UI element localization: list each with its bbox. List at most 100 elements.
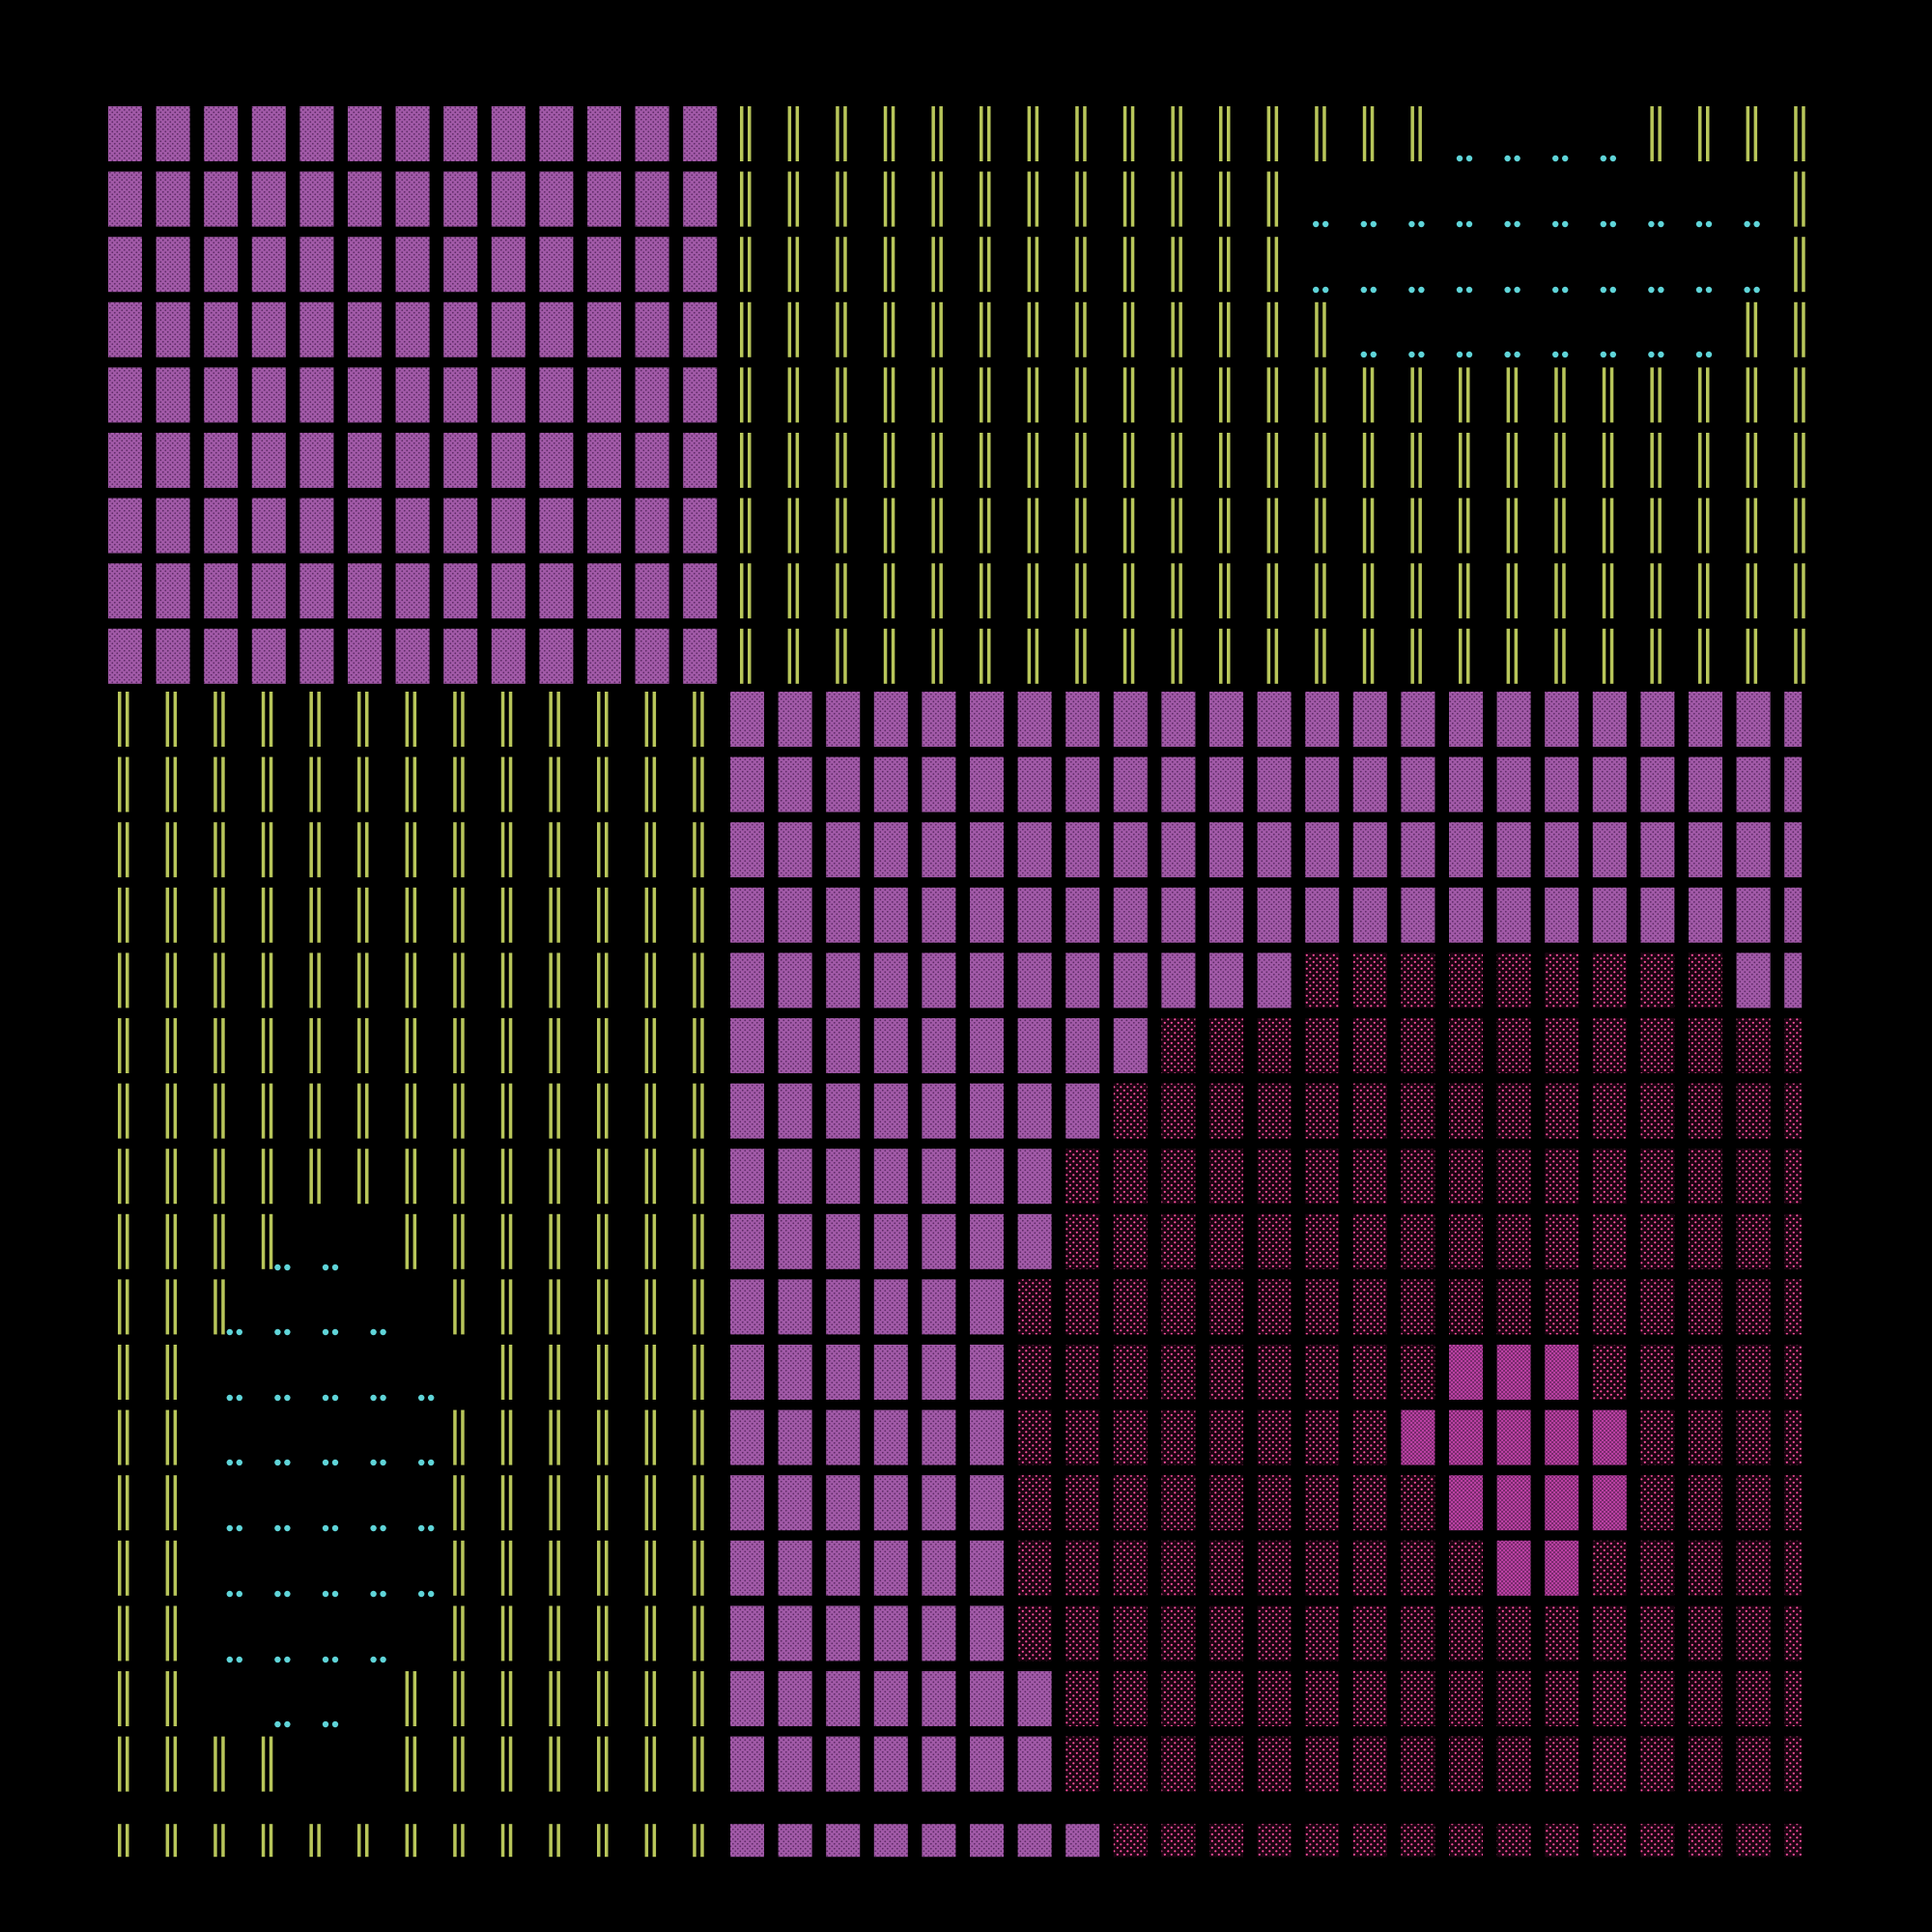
crimson-tile [1257, 1605, 1292, 1662]
double-bar [1266, 563, 1279, 619]
violet-tile [251, 628, 286, 684]
double-bar [1171, 628, 1182, 684]
violet-tile [778, 1279, 812, 1335]
crimson-tile [1449, 1018, 1483, 1073]
double-bar [309, 952, 321, 1009]
double-bar [693, 1279, 704, 1335]
violet-tile [587, 563, 621, 619]
crimson-tile [1401, 1213, 1435, 1269]
crimson-tile [1592, 1671, 1627, 1726]
violet-tile [491, 301, 526, 357]
violet-tile [348, 237, 382, 293]
dot-pair [1600, 351, 1617, 358]
double-bar [261, 1083, 273, 1139]
double-bar [453, 756, 465, 812]
double-bar [693, 1671, 704, 1726]
crimson-tile [1161, 1475, 1196, 1531]
crimson-tile [1065, 1671, 1100, 1726]
dot-pair [322, 1264, 339, 1271]
crimson-tile [1592, 1345, 1627, 1400]
violet-tile [778, 1409, 812, 1465]
dot-pair [322, 1328, 339, 1336]
violet-tile [587, 237, 621, 293]
violet-tile [1545, 887, 1579, 943]
crimson-tile [1017, 1345, 1052, 1400]
double-bar [500, 1824, 513, 1858]
double-bar [118, 1083, 129, 1139]
double-bar [405, 756, 417, 812]
double-bar [1266, 497, 1279, 554]
double-bar [405, 1671, 417, 1726]
double-bar [597, 1083, 609, 1139]
double-bar [165, 1409, 178, 1465]
dot-pair [226, 1656, 242, 1663]
crimson-tile [1689, 1540, 1722, 1596]
violet-tile [922, 822, 956, 878]
double-bar [1362, 106, 1375, 161]
double-bar [165, 1149, 178, 1205]
dot-pair [1504, 286, 1520, 294]
double-bar [931, 171, 943, 227]
dot-pair [1360, 286, 1378, 294]
violet-tile [778, 1605, 812, 1662]
violet-tile [204, 367, 239, 423]
violet-tile [970, 1149, 1004, 1205]
double-bar [980, 106, 991, 161]
crimson-tile [1065, 1475, 1100, 1531]
dot-pair [370, 1394, 386, 1402]
double-bar [118, 1824, 129, 1858]
double-bar [405, 1213, 417, 1269]
double-bar [787, 628, 800, 684]
violet-tile [1401, 692, 1435, 747]
double-bar [740, 237, 752, 293]
violet-tile [1017, 1018, 1052, 1073]
violet-tile [108, 106, 142, 161]
crimson-tile [1352, 1824, 1387, 1858]
double-bar [357, 887, 369, 943]
double-bar [500, 1540, 513, 1596]
violet-tile [299, 563, 334, 619]
crimson-tile [1305, 1018, 1340, 1073]
violet-tile [156, 628, 190, 684]
violet-tile [1065, 756, 1100, 812]
violet-tile [1401, 887, 1435, 943]
violet-tile [108, 367, 142, 423]
double-bar [549, 1409, 560, 1465]
double-bar [165, 692, 178, 747]
double-bar [118, 1018, 129, 1073]
crimson-tile [1736, 1149, 1771, 1205]
double-bar [1602, 497, 1614, 554]
violet-tile [156, 301, 190, 357]
double-bar [309, 1018, 321, 1073]
dot-pair [1504, 155, 1520, 162]
violet-tile [108, 433, 142, 488]
double-bar [1315, 367, 1326, 423]
double-bar [1362, 628, 1375, 684]
dot-pair [1695, 351, 1713, 358]
violet-tile [1017, 1213, 1052, 1269]
dot-pair [226, 1328, 242, 1336]
violet-tile [1209, 887, 1243, 943]
crimson-tile [1257, 1475, 1292, 1531]
double-bar [693, 692, 704, 747]
double-bar [931, 301, 943, 357]
double-bar [693, 1213, 704, 1269]
violet-tile [395, 237, 430, 293]
dot-pair [226, 1590, 242, 1598]
double-bar [740, 171, 752, 227]
crimson-tile [1545, 952, 1579, 1009]
dot-pair [322, 1459, 339, 1466]
double-bar [405, 1824, 417, 1858]
double-bar [1794, 301, 1805, 357]
violet-tile [1209, 692, 1243, 747]
violet-tile [587, 171, 621, 227]
crimson-tile [1305, 1279, 1340, 1335]
violet-tile [587, 433, 621, 488]
violet-tile [873, 887, 908, 943]
double-bar [1219, 628, 1231, 684]
double-bar [1746, 563, 1758, 619]
double-bar [693, 1736, 704, 1792]
double-bar [118, 1149, 129, 1205]
violet-tile [443, 497, 478, 554]
double-bar [931, 106, 943, 161]
